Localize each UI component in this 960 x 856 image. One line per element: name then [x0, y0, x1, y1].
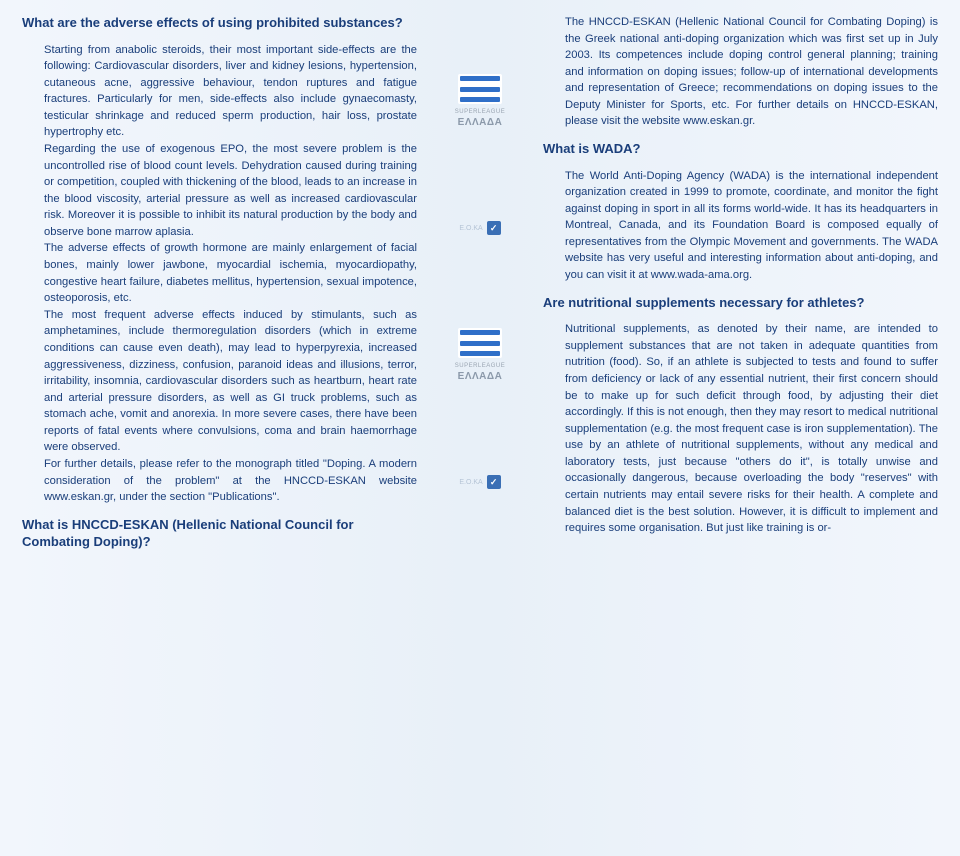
answer-further-details: For further details, please refer to the… [44, 456, 417, 506]
ellada-label: ΕΛΛΑΔΑ [458, 117, 503, 128]
answer-stimulants: The most frequent adverse effects induce… [44, 307, 417, 456]
superleague-label: SUPERLEAGUE [455, 109, 506, 115]
answer-hnccd-eskan: The HNCCD-ESKAN (Hellenic National Counc… [565, 14, 938, 130]
answer-steroids: Starting from anabolic steroids, their m… [44, 42, 417, 141]
answer-epo: Regarding the use of exogenous EPO, the … [44, 141, 417, 240]
question-adverse-effects: What are the adverse effects of using pr… [22, 14, 417, 32]
question-hnccd-eskan: What is HNCCD-ESKAN (Hellenic National C… [22, 516, 417, 551]
answer-wada: The World Anti-Doping Agency (WADA) is t… [565, 168, 938, 284]
check-icon [487, 221, 501, 235]
eoka-label: Ε.Ο.ΚΑ [459, 479, 482, 486]
eoka-badge-2: Ε.Ο.ΚΑ [458, 472, 502, 492]
eoka-badge-1: Ε.Ο.ΚΑ [458, 218, 502, 238]
answer-growth-hormone: The adverse effects of growth hormone ar… [44, 240, 417, 306]
check-icon [487, 475, 501, 489]
ellada-label: ΕΛΛΑΔΑ [458, 371, 503, 382]
eoka-label: Ε.Ο.ΚΑ [459, 225, 482, 232]
superleague-logo-1: SUPERLEAGUE ΕΛΛΑΔΑ [455, 74, 506, 128]
answer-supplements: Nutritional supplements, as denoted by t… [565, 321, 938, 537]
greek-flag-icon [458, 74, 502, 104]
center-logo-strip: SUPERLEAGUE ΕΛΛΑΔΑ Ε.Ο.ΚΑ SUPERLEAGUE ΕΛ… [435, 14, 525, 842]
superleague-label: SUPERLEAGUE [455, 363, 506, 369]
page: What are the adverse effects of using pr… [0, 0, 960, 856]
superleague-logo-2: SUPERLEAGUE ΕΛΛΑΔΑ [455, 328, 506, 382]
question-supplements: Are nutritional supplements necessary fo… [543, 294, 938, 312]
right-column: The HNCCD-ESKAN (Hellenic National Counc… [525, 14, 938, 842]
greek-flag-icon [458, 328, 502, 358]
question-wada: What is WADA? [543, 140, 938, 158]
left-column: What are the adverse effects of using pr… [22, 14, 435, 842]
